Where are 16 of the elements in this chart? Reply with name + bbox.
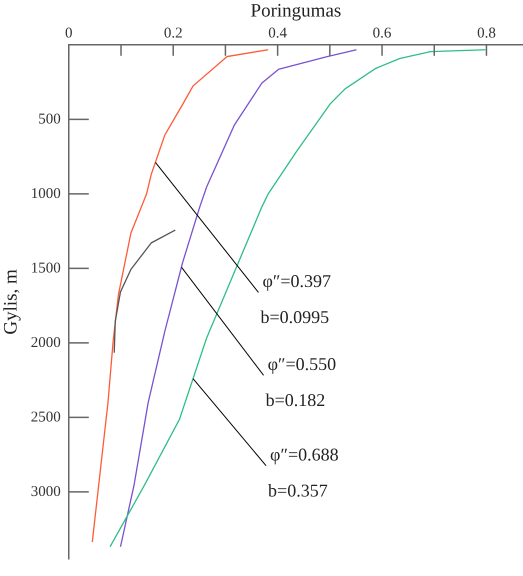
x-tick-label: 0.4 xyxy=(268,26,288,42)
y-tick-label: 2000 xyxy=(30,334,61,351)
x-axis-title: Poringumas xyxy=(250,0,342,22)
y-tick-label: 2500 xyxy=(30,409,61,426)
annotation: φ″=0.550 b=0.182 xyxy=(266,354,336,410)
x-tick-label: 0 xyxy=(65,26,73,42)
y-tick-label: 3000 xyxy=(30,484,61,500)
y-axis-title: Gylis, m xyxy=(0,268,22,335)
x-tick-label: 0.2 xyxy=(164,26,183,42)
x-tick-label: 0.8 xyxy=(477,26,496,42)
y-tick-label: 500 xyxy=(38,111,61,128)
y-tick-label: 1000 xyxy=(30,186,61,202)
y-tick-label: 1500 xyxy=(30,260,61,276)
annotation: φ″=0.688 b=0.357 xyxy=(268,444,339,500)
annotation: φ″=0.397 b=0.0995 xyxy=(260,271,332,328)
x-tick-label: 0.6 xyxy=(372,26,392,42)
